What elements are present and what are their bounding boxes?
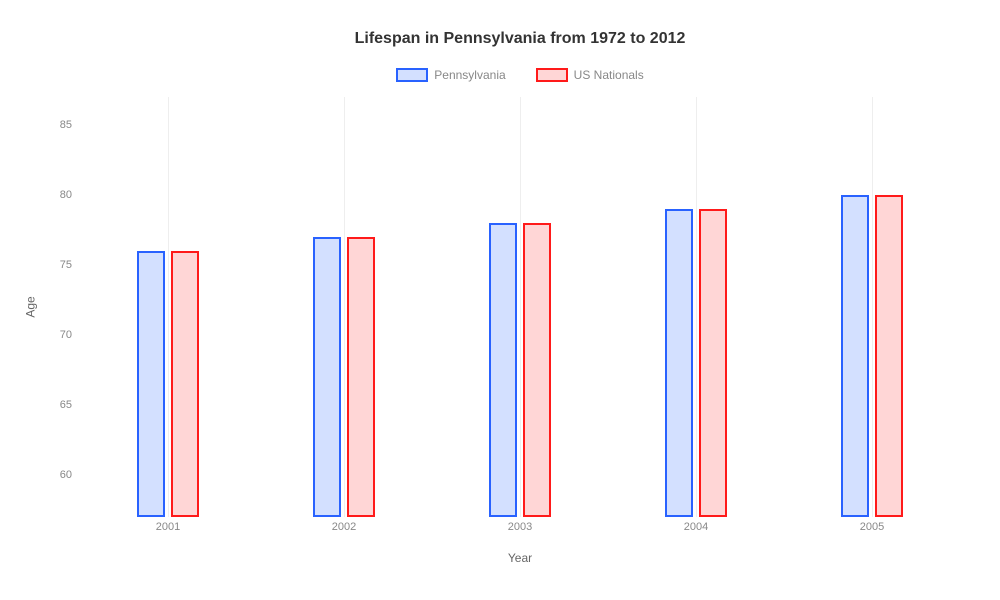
legend-swatch-1 — [536, 68, 568, 82]
bar — [347, 237, 375, 517]
y-axis: 60 65 70 75 80 85 — [40, 97, 80, 517]
chart-container: Lifespan in Pennsylvania from 1972 to 20… — [0, 0, 1000, 600]
bar — [699, 209, 727, 517]
bar — [171, 251, 199, 517]
x-tick: 2005 — [860, 521, 884, 533]
y-tick: 65 — [60, 399, 72, 411]
plot-area: Age 606570758085 20012002200320042005 Ye… — [80, 97, 960, 517]
grid-line — [344, 97, 345, 517]
legend-item-0: Pennsylvania — [396, 68, 505, 82]
y-tick: 80 — [60, 189, 72, 201]
y-tick: 85 — [60, 119, 72, 131]
bar — [875, 195, 903, 517]
x-axis-label: Year — [508, 551, 532, 565]
legend-swatch-0 — [396, 68, 428, 82]
bar — [665, 209, 693, 517]
y-axis-label: Age — [24, 296, 38, 317]
grid-line — [520, 97, 521, 517]
x-tick: 2004 — [684, 521, 708, 533]
y-tick: 75 — [60, 259, 72, 271]
legend-label-0: Pennsylvania — [434, 68, 505, 82]
legend-item-1: US Nationals — [536, 68, 644, 82]
grid-line — [696, 97, 697, 517]
grid-line — [872, 97, 873, 517]
x-tick: 2002 — [332, 521, 356, 533]
x-axis: 2001 2002 2003 2004 2005 — [80, 517, 960, 537]
bar — [313, 237, 341, 517]
bars-layer — [80, 97, 960, 517]
bar — [841, 195, 869, 517]
x-tick: 2001 — [156, 521, 180, 533]
bar — [523, 223, 551, 517]
bar — [489, 223, 517, 517]
chart-title: Lifespan in Pennsylvania from 1972 to 20… — [80, 30, 960, 48]
legend-label-1: US Nationals — [574, 68, 644, 82]
y-tick: 60 — [60, 469, 72, 481]
grid-line — [168, 97, 169, 517]
bar — [137, 251, 165, 517]
legend: Pennsylvania US Nationals — [80, 68, 960, 82]
y-tick: 70 — [60, 329, 72, 341]
x-tick: 2003 — [508, 521, 532, 533]
